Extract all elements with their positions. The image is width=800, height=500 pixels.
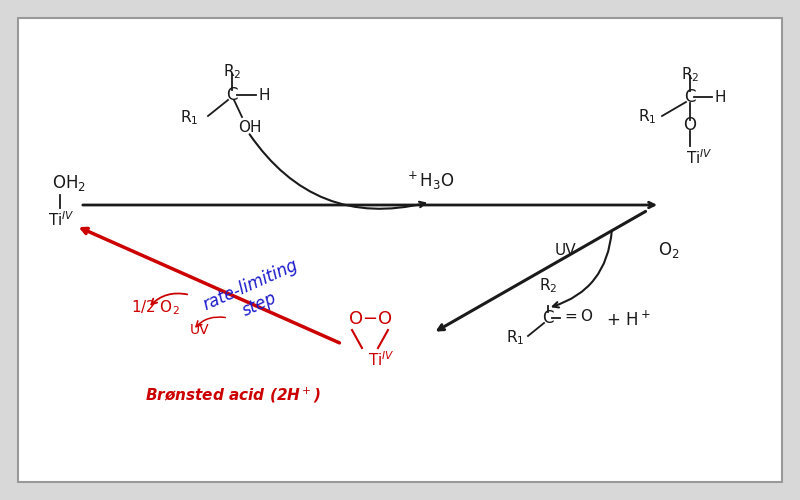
FancyBboxPatch shape <box>18 18 782 482</box>
Text: UV: UV <box>190 323 210 337</box>
Text: R$_2$: R$_2$ <box>222 62 242 80</box>
Text: R$_1$: R$_1$ <box>179 108 198 128</box>
Text: C: C <box>542 309 554 327</box>
Text: C: C <box>684 88 696 106</box>
Text: O$_2$: O$_2$ <box>658 240 679 260</box>
Text: Ti$^{IV}$: Ti$^{IV}$ <box>368 350 394 368</box>
Text: R$_2$: R$_2$ <box>538 276 558 295</box>
Text: O$-$O: O$-$O <box>348 310 392 328</box>
Text: R$_1$: R$_1$ <box>638 108 656 126</box>
Text: Ti$^{IV}$: Ti$^{IV}$ <box>686 148 713 167</box>
Text: Ti$^{IV}$: Ti$^{IV}$ <box>48 210 74 229</box>
Text: rate-limiting
step: rate-limiting step <box>201 256 310 334</box>
Text: + H$^+$: + H$^+$ <box>606 310 650 330</box>
Text: O: O <box>683 116 697 134</box>
Text: C: C <box>226 86 238 104</box>
Text: $^+$H$_3$O: $^+$H$_3$O <box>405 170 455 192</box>
Text: $=$O: $=$O <box>562 308 594 324</box>
Text: OH$_2$: OH$_2$ <box>52 173 86 193</box>
Text: H: H <box>258 88 270 102</box>
Text: UV: UV <box>554 243 576 258</box>
Text: R$_1$: R$_1$ <box>506 328 524 347</box>
Text: 1/2 O$_2$: 1/2 O$_2$ <box>130 298 179 318</box>
Text: H: H <box>714 90 726 104</box>
Text: OH: OH <box>238 120 262 135</box>
Text: Brønsted acid (2H$^+$): Brønsted acid (2H$^+$) <box>145 386 321 404</box>
Text: R$_2$: R$_2$ <box>681 65 699 84</box>
